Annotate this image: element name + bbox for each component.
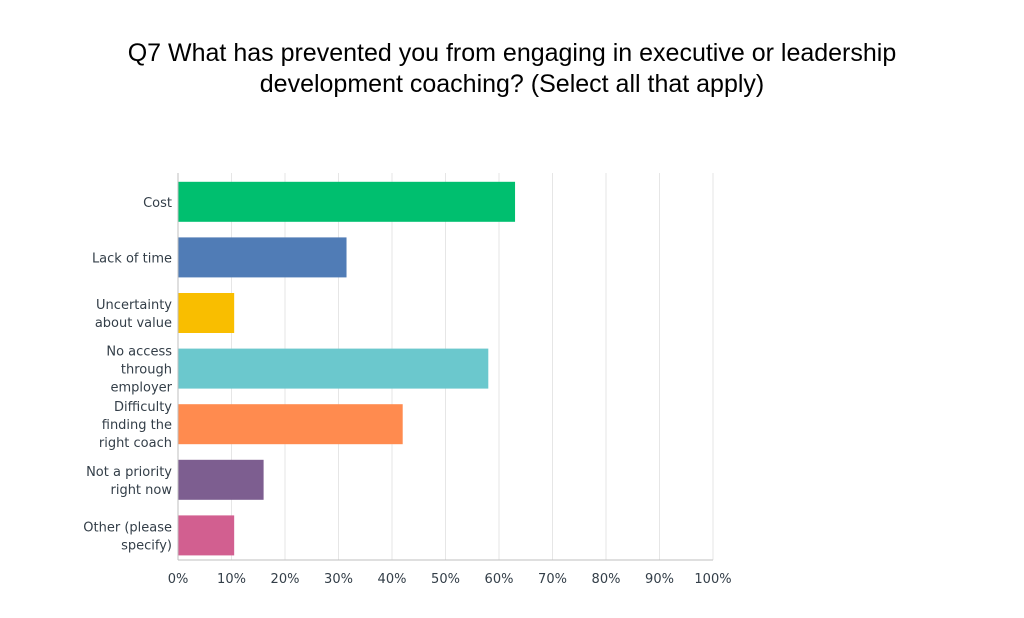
bar[interactable]: [178, 404, 403, 445]
category-label: employer: [110, 381, 172, 396]
x-tick-label: 40%: [378, 572, 407, 587]
category-label: Not a priority: [86, 465, 172, 480]
category-label: Difficulty: [114, 400, 172, 415]
x-tick-label: 70%: [538, 572, 567, 587]
bar[interactable]: [178, 293, 235, 333]
category-label: specify): [121, 538, 172, 553]
category-label: Other (please: [83, 520, 172, 535]
category-label: right coach: [99, 436, 172, 451]
category-label: Uncertainty: [96, 298, 172, 313]
x-tick-label: 50%: [431, 572, 460, 587]
category-label: Cost: [143, 196, 172, 211]
x-tick-label: 20%: [271, 572, 300, 587]
category-label: right now: [110, 483, 172, 498]
x-tick-label: 100%: [694, 572, 731, 587]
bar[interactable]: [178, 515, 235, 556]
x-tick-label: 80%: [592, 572, 621, 587]
x-tick-label: 90%: [645, 572, 674, 587]
bar[interactable]: [178, 237, 347, 278]
bar[interactable]: [178, 181, 516, 222]
category-label: Lack of time: [92, 251, 172, 266]
category-label: about value: [95, 316, 172, 331]
x-tick-label: 0%: [168, 572, 189, 587]
bar[interactable]: [178, 459, 264, 500]
bar[interactable]: [178, 348, 489, 389]
category-label: finding the: [102, 418, 172, 433]
x-tick-label: 10%: [217, 572, 246, 587]
x-tick-label: 30%: [324, 572, 353, 587]
x-tick-label: 60%: [485, 572, 514, 587]
category-label: through: [121, 363, 172, 378]
chart-title: Q7 What has prevented you from engaging …: [127, 39, 897, 98]
category-label: No access: [106, 345, 172, 360]
